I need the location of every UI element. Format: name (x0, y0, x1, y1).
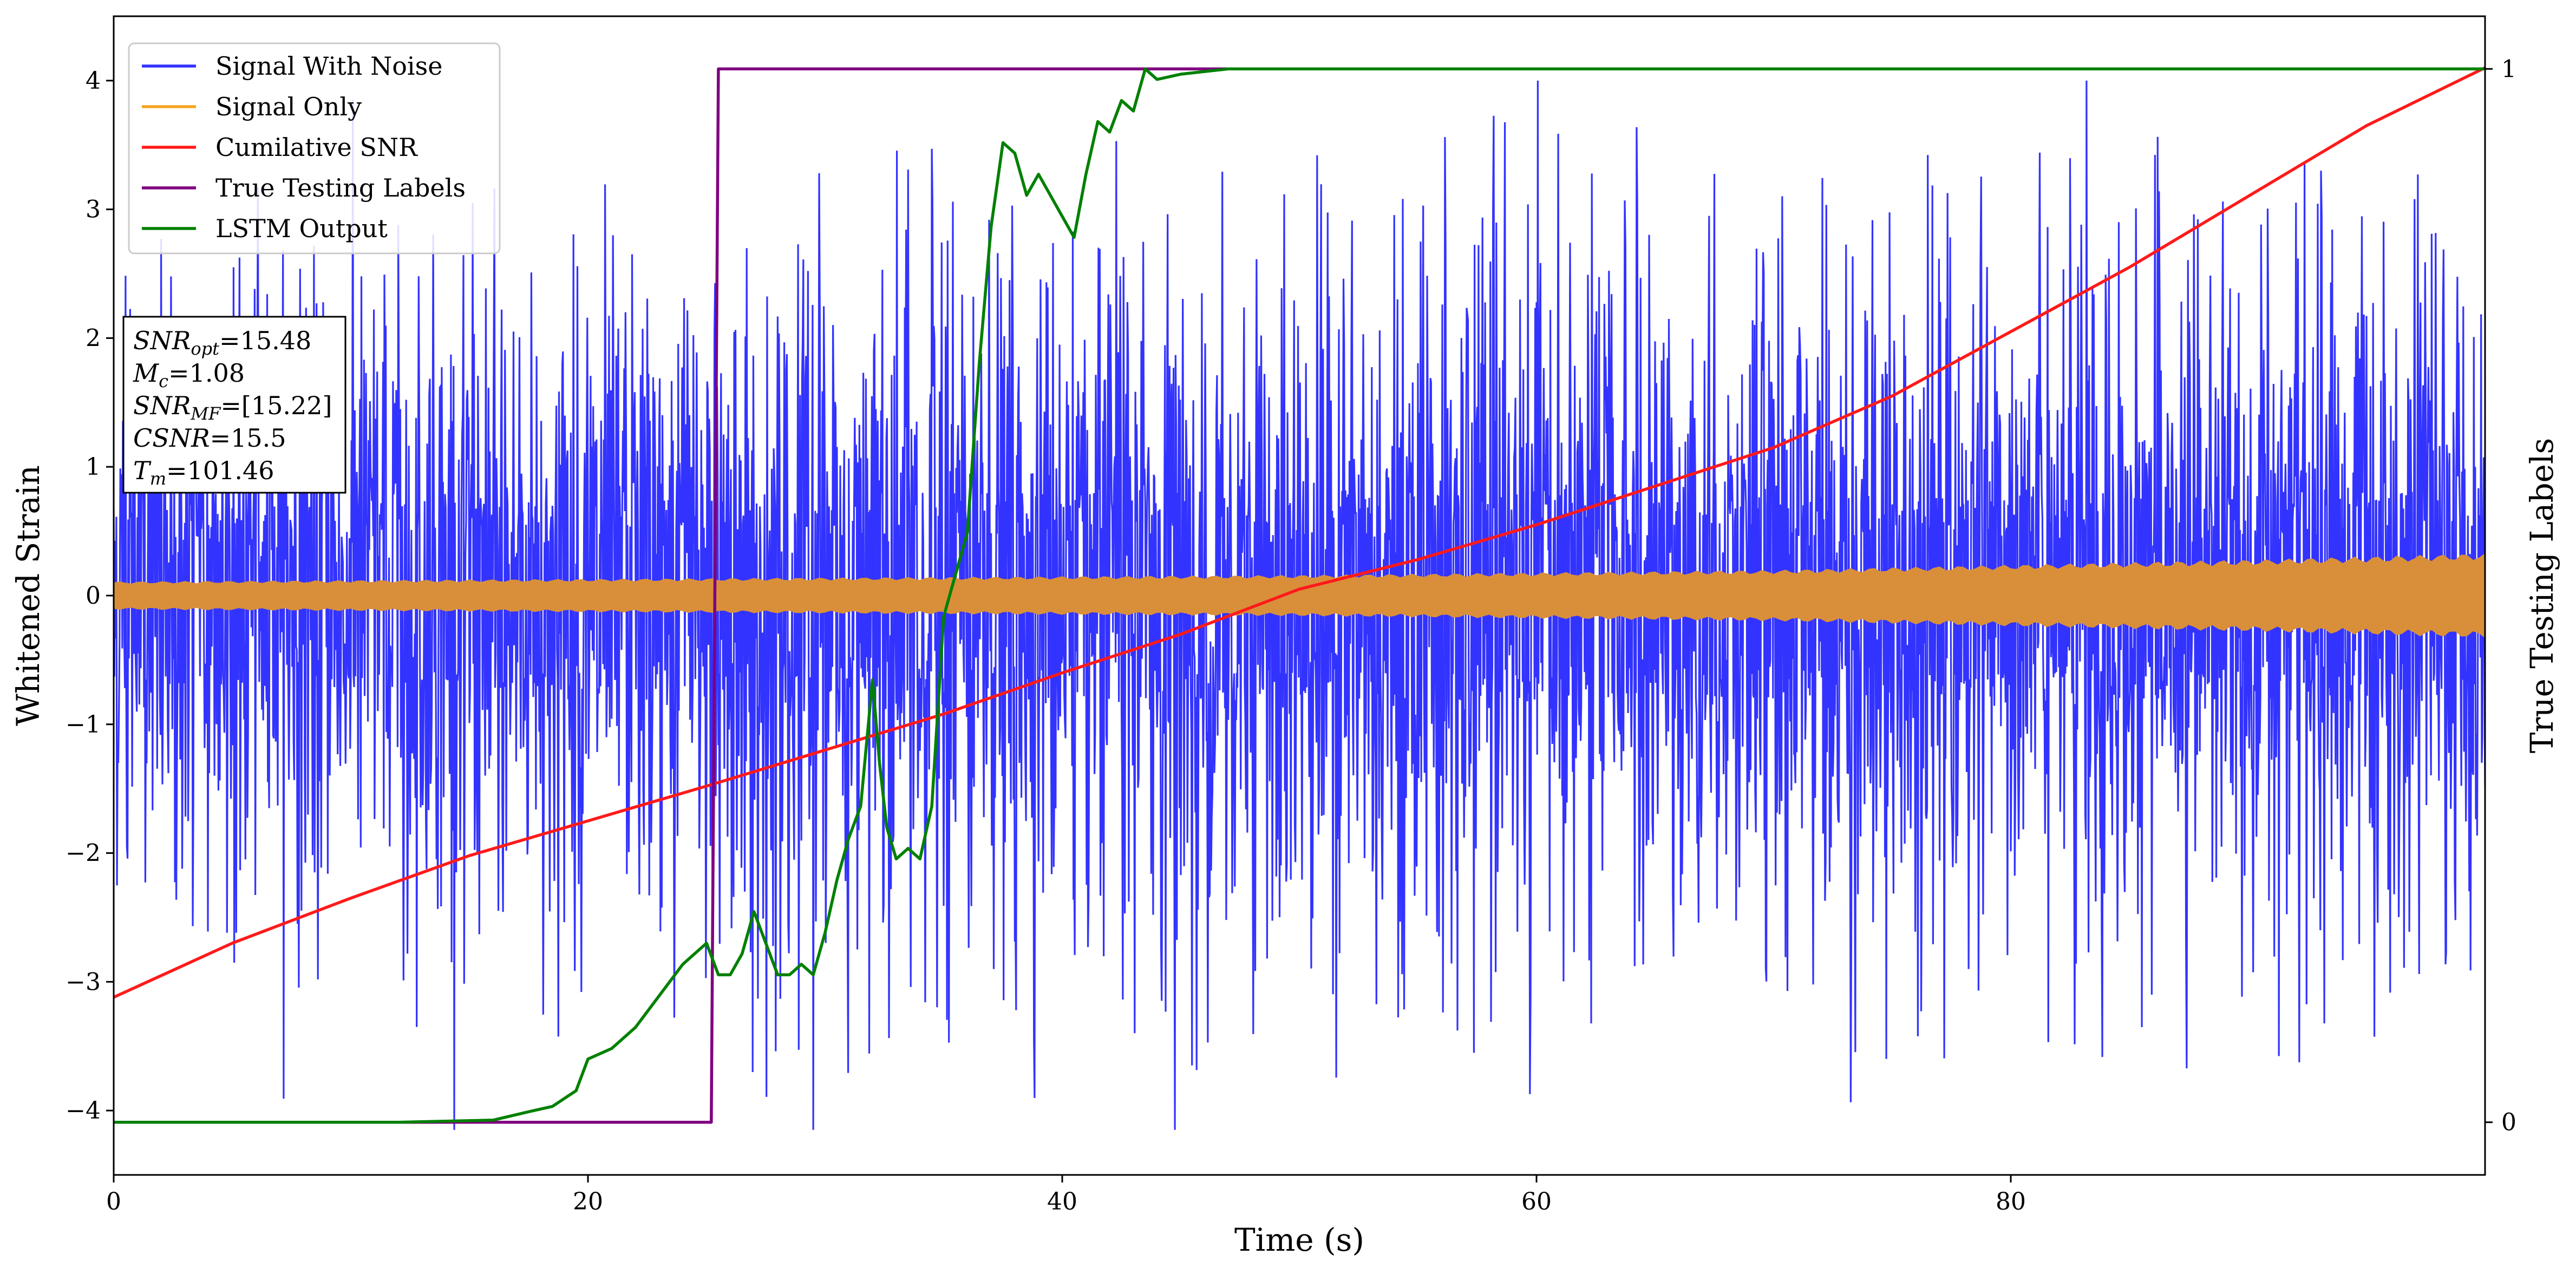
legend-label: Signal Only (215, 92, 362, 121)
series-signal-only (114, 553, 2485, 638)
x-tick-label: 80 (1996, 1188, 2026, 1216)
info-box-line: CSNR=15.5 (133, 423, 286, 453)
y-axis-title: Whitened Strain (10, 465, 47, 726)
x-tick-label: 40 (1047, 1188, 1077, 1216)
info-box: SNRopt=15.48Mc=1.08SNRMF=[15.22]CSNR=15.… (122, 316, 346, 494)
legend: Signal With Noise Signal Only Cumilative S… (128, 42, 501, 254)
series-signal-with-noise (114, 80, 2485, 1130)
y-right-tick-label: 0 (2501, 1109, 2516, 1136)
y-axis-left: −4 −3 −2 −1 0 1 2 3 4 (66, 67, 114, 1125)
plot-area (114, 66, 2485, 1130)
y-tick-label: −2 (66, 840, 101, 867)
y-tick-label: 3 (86, 196, 101, 224)
y-tick-label: 1 (86, 453, 101, 481)
series-line-cumilative-snr (114, 66, 2485, 999)
info-box-frame (122, 316, 346, 494)
y-right-tick-label: 1 (2501, 55, 2516, 83)
info-box-line: SNRMF=[15.22] (133, 391, 332, 424)
y-tick-label: 0 (86, 582, 101, 610)
signal-with-noise-line (114, 80, 2485, 1130)
y-tick-label: −4 (66, 1097, 101, 1125)
y-tick-label: −1 (66, 711, 101, 739)
series-line-lstm-output (114, 67, 2485, 1124)
y-tick-label: 4 (86, 67, 101, 95)
x-tick-label: 0 (106, 1188, 121, 1216)
y-axis-right: 01 (2485, 55, 2516, 1136)
legend-box (128, 42, 501, 254)
y-tick-label: −3 (66, 968, 101, 996)
x-axis: 0 20 40 60 80 (106, 1175, 2026, 1216)
legend-label: LSTM Output (215, 214, 388, 243)
series-lines (114, 66, 2485, 1124)
y-tick-label: 2 (86, 324, 101, 352)
y-axis-right-title: True Testing Labels (2523, 438, 2560, 753)
x-tick-label: 20 (573, 1188, 603, 1216)
legend-label: Cumilative SNR (215, 133, 418, 162)
signal-only-band (114, 553, 2485, 638)
info-box-line: Mc=1.08 (133, 358, 245, 391)
x-tick-label: 60 (1521, 1188, 1552, 1216)
info-box-line: SNRopt=15.48 (133, 326, 311, 359)
info-box-line: Tm=101.46 (133, 456, 274, 489)
x-axis-title: Time (s) (1234, 1221, 1364, 1258)
legend-label: Signal With Noise (215, 51, 442, 81)
legend-label: True Testing Labels (215, 173, 466, 202)
